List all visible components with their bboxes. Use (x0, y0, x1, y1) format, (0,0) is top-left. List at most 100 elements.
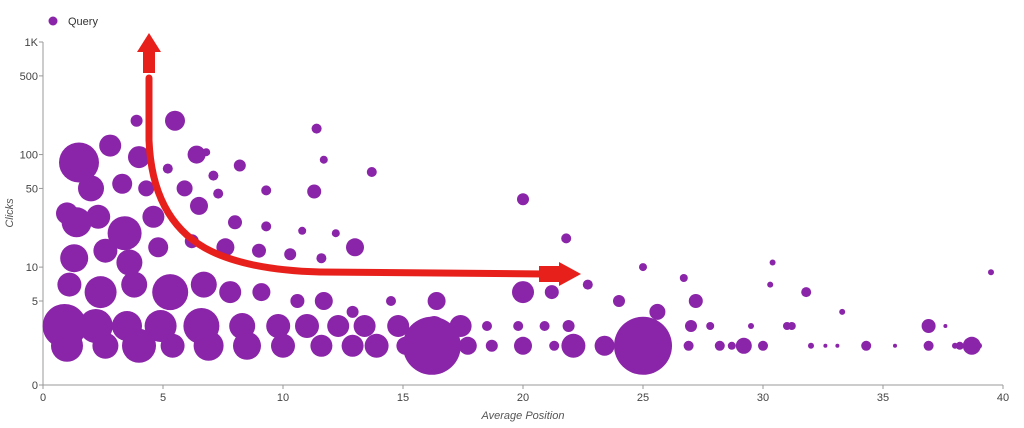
data-point[interactable] (148, 237, 169, 258)
data-point[interactable] (261, 185, 272, 196)
data-point[interactable] (923, 340, 934, 351)
data-point[interactable] (562, 320, 575, 332)
data-point[interactable] (952, 342, 958, 349)
data-point[interactable] (130, 114, 143, 127)
data-point[interactable] (482, 321, 492, 331)
data-point[interactable] (193, 330, 224, 361)
data-point[interactable] (402, 316, 461, 375)
data-point[interactable] (271, 333, 295, 358)
data-point[interactable] (823, 343, 828, 348)
data-point[interactable] (142, 205, 165, 228)
data-point[interactable] (261, 221, 272, 232)
data-point[interactable] (84, 276, 117, 309)
data-point[interactable] (122, 328, 156, 363)
data-point[interactable] (514, 336, 532, 355)
data-point[interactable] (649, 303, 666, 320)
data-point[interactable] (861, 340, 872, 351)
data-point[interactable] (112, 173, 133, 194)
data-point[interactable] (976, 342, 982, 349)
data-point[interactable] (801, 287, 812, 298)
data-point[interactable] (307, 184, 322, 199)
data-point[interactable] (93, 238, 118, 263)
data-point[interactable] (284, 248, 297, 261)
data-point[interactable] (594, 335, 615, 356)
data-point[interactable] (331, 229, 340, 238)
data-point[interactable] (290, 294, 305, 308)
data-point[interactable] (252, 243, 266, 258)
data-point[interactable] (59, 142, 99, 183)
data-point[interactable] (57, 272, 82, 297)
data-point[interactable] (327, 315, 350, 337)
data-point[interactable] (893, 343, 897, 348)
data-point[interactable] (808, 342, 814, 349)
data-point[interactable] (988, 269, 994, 276)
data-point[interactable] (61, 207, 92, 238)
data-point[interactable] (60, 244, 89, 273)
data-point[interactable] (613, 295, 625, 307)
data-point[interactable] (544, 285, 559, 300)
data-point[interactable] (190, 271, 217, 298)
data-point[interactable] (138, 180, 155, 197)
data-point[interactable] (517, 193, 529, 206)
data-point[interactable] (735, 337, 752, 354)
data-point[interactable] (176, 180, 193, 197)
data-point[interactable] (233, 159, 246, 172)
data-point[interactable] (92, 332, 119, 359)
data-point[interactable] (364, 333, 389, 358)
data-point[interactable] (769, 259, 776, 266)
data-point[interactable] (233, 331, 261, 360)
data-point[interactable] (295, 314, 319, 338)
data-point[interactable] (353, 315, 376, 337)
data-point[interactable] (298, 226, 307, 235)
data-point[interactable] (202, 148, 211, 157)
data-point[interactable] (835, 343, 840, 348)
data-point[interactable] (208, 170, 219, 181)
data-point[interactable] (86, 204, 111, 229)
data-point[interactable] (51, 329, 83, 362)
data-point[interactable] (955, 341, 964, 350)
data-point[interactable] (219, 281, 242, 304)
data-point[interactable] (582, 279, 593, 290)
data-point[interactable] (688, 294, 703, 308)
data-point[interactable] (162, 163, 173, 174)
data-point[interactable] (962, 336, 981, 355)
data-point[interactable] (512, 281, 534, 304)
data-point[interactable] (386, 296, 396, 306)
data-point[interactable] (921, 319, 936, 333)
data-point[interactable] (639, 263, 647, 272)
data-point[interactable] (107, 216, 142, 251)
data-point[interactable] (561, 233, 572, 244)
data-point[interactable] (228, 215, 242, 230)
data-point[interactable] (679, 274, 688, 282)
data-point[interactable] (314, 292, 333, 310)
data-point[interactable] (758, 340, 768, 351)
data-point[interactable] (683, 340, 694, 351)
data-point[interactable] (187, 145, 206, 164)
data-point[interactable] (310, 334, 333, 357)
data-point[interactable] (614, 316, 672, 375)
data-point[interactable] (252, 283, 271, 302)
data-point[interactable] (266, 314, 291, 338)
data-point[interactable] (458, 336, 477, 355)
data-point[interactable] (706, 322, 715, 330)
data-point[interactable] (387, 315, 410, 337)
data-point[interactable] (121, 271, 148, 298)
data-point[interactable] (346, 305, 359, 318)
data-point[interactable] (714, 340, 725, 351)
data-point[interactable] (213, 188, 224, 199)
data-point[interactable] (116, 249, 143, 276)
data-point[interactable] (346, 238, 364, 257)
data-point[interactable] (160, 333, 185, 358)
data-point[interactable] (78, 175, 104, 202)
data-point[interactable] (152, 274, 189, 311)
data-point[interactable] (748, 323, 754, 329)
data-point[interactable] (144, 310, 177, 342)
data-point[interactable] (549, 340, 560, 351)
data-point[interactable] (539, 321, 550, 331)
legend[interactable]: Query (48, 16, 99, 28)
data-point[interactable] (128, 146, 150, 169)
data-point[interactable] (787, 322, 796, 330)
data-point[interactable] (190, 196, 208, 215)
data-point[interactable] (341, 334, 364, 357)
data-point[interactable] (839, 308, 846, 315)
